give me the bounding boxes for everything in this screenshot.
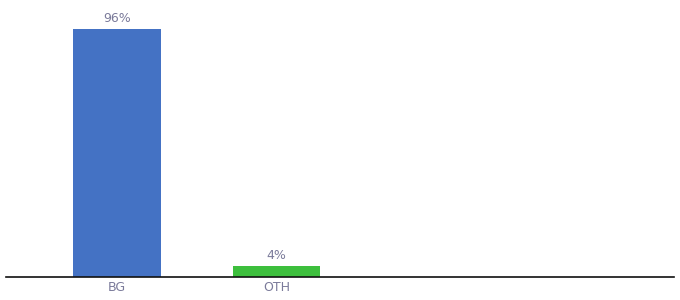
Bar xyxy=(233,266,320,277)
Text: 96%: 96% xyxy=(103,12,131,25)
Bar xyxy=(73,29,161,277)
Text: 4%: 4% xyxy=(267,249,286,262)
